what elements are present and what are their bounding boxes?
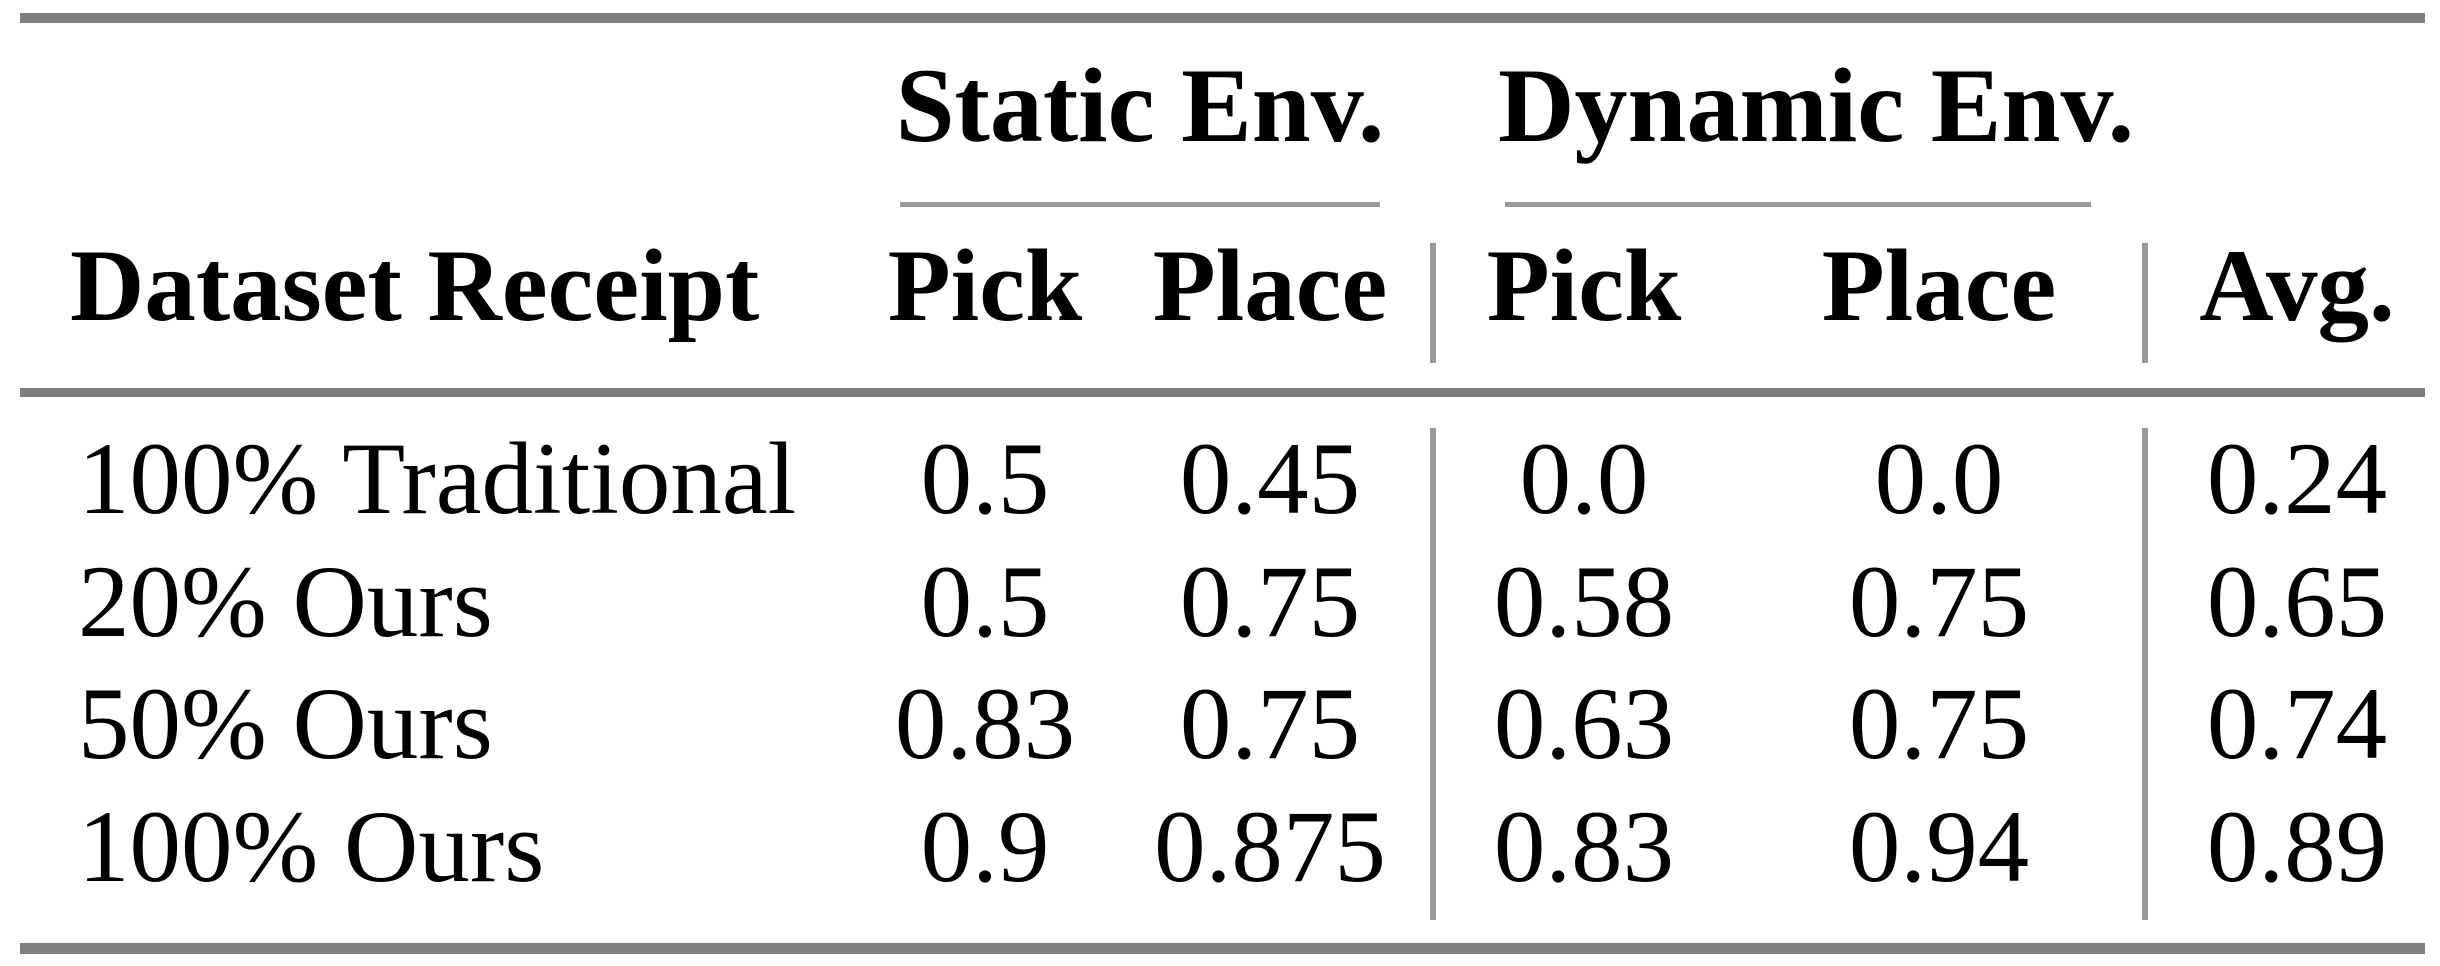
group-header-dynamic-env: Dynamic Env. [1498,47,2135,164]
static-env-cmidrule [900,202,1380,207]
row-label: 20% Ours [78,545,493,659]
cell-value: 0.89 [2206,790,2388,904]
row-label: 100% Traditional [78,422,797,536]
cell-value: 0.58 [1493,545,1675,659]
cell-value: 0.75 [1179,667,1361,781]
cell-value: 0.75 [1848,545,2030,659]
cell-value: 0.74 [2206,667,2388,781]
cell-value: 0.875 [1154,790,1386,904]
bottom-rule [20,943,2425,954]
header-separator-rule [20,388,2425,397]
cell-value: 0.75 [1848,667,2030,781]
cell-value: 0.45 [1179,422,1361,536]
dynamic-avg-divider-body [2142,428,2148,920]
cell-value: 0.0 [1519,422,1649,536]
column-header-dynamic-place: Place [1821,229,2057,343]
cell-value: 0.83 [1493,790,1675,904]
column-header-static-pick: Pick [887,229,1083,343]
row-label: 50% Ours [78,667,493,781]
cell-value: 0.75 [1179,545,1361,659]
column-header-dynamic-pick: Pick [1486,229,1682,343]
cell-value: 0.83 [894,667,1076,781]
cell-value: 0.63 [1493,667,1675,781]
cell-value: 0.9 [920,790,1050,904]
column-header-dataset-receipt: Dataset Receipt [70,229,760,343]
column-header-static-place: Place [1152,229,1388,343]
cell-value: 0.94 [1848,790,2030,904]
group-header-static-env: Static Env. [895,47,1385,164]
static-dynamic-divider-body [1430,428,1436,920]
dynamic-env-cmidrule [1505,202,2091,207]
cell-value: 0.0 [1874,422,2004,536]
column-header-avg: Avg. [2199,229,2395,343]
cell-value: 0.65 [2206,545,2388,659]
cell-value: 0.5 [920,422,1050,536]
row-label: 100% Ours [78,790,545,904]
static-dynamic-divider-header [1430,243,1436,363]
top-rule [20,13,2425,23]
cell-value: 0.5 [920,545,1050,659]
cell-value: 0.24 [2206,422,2388,536]
dynamic-avg-divider-header [2142,243,2148,363]
